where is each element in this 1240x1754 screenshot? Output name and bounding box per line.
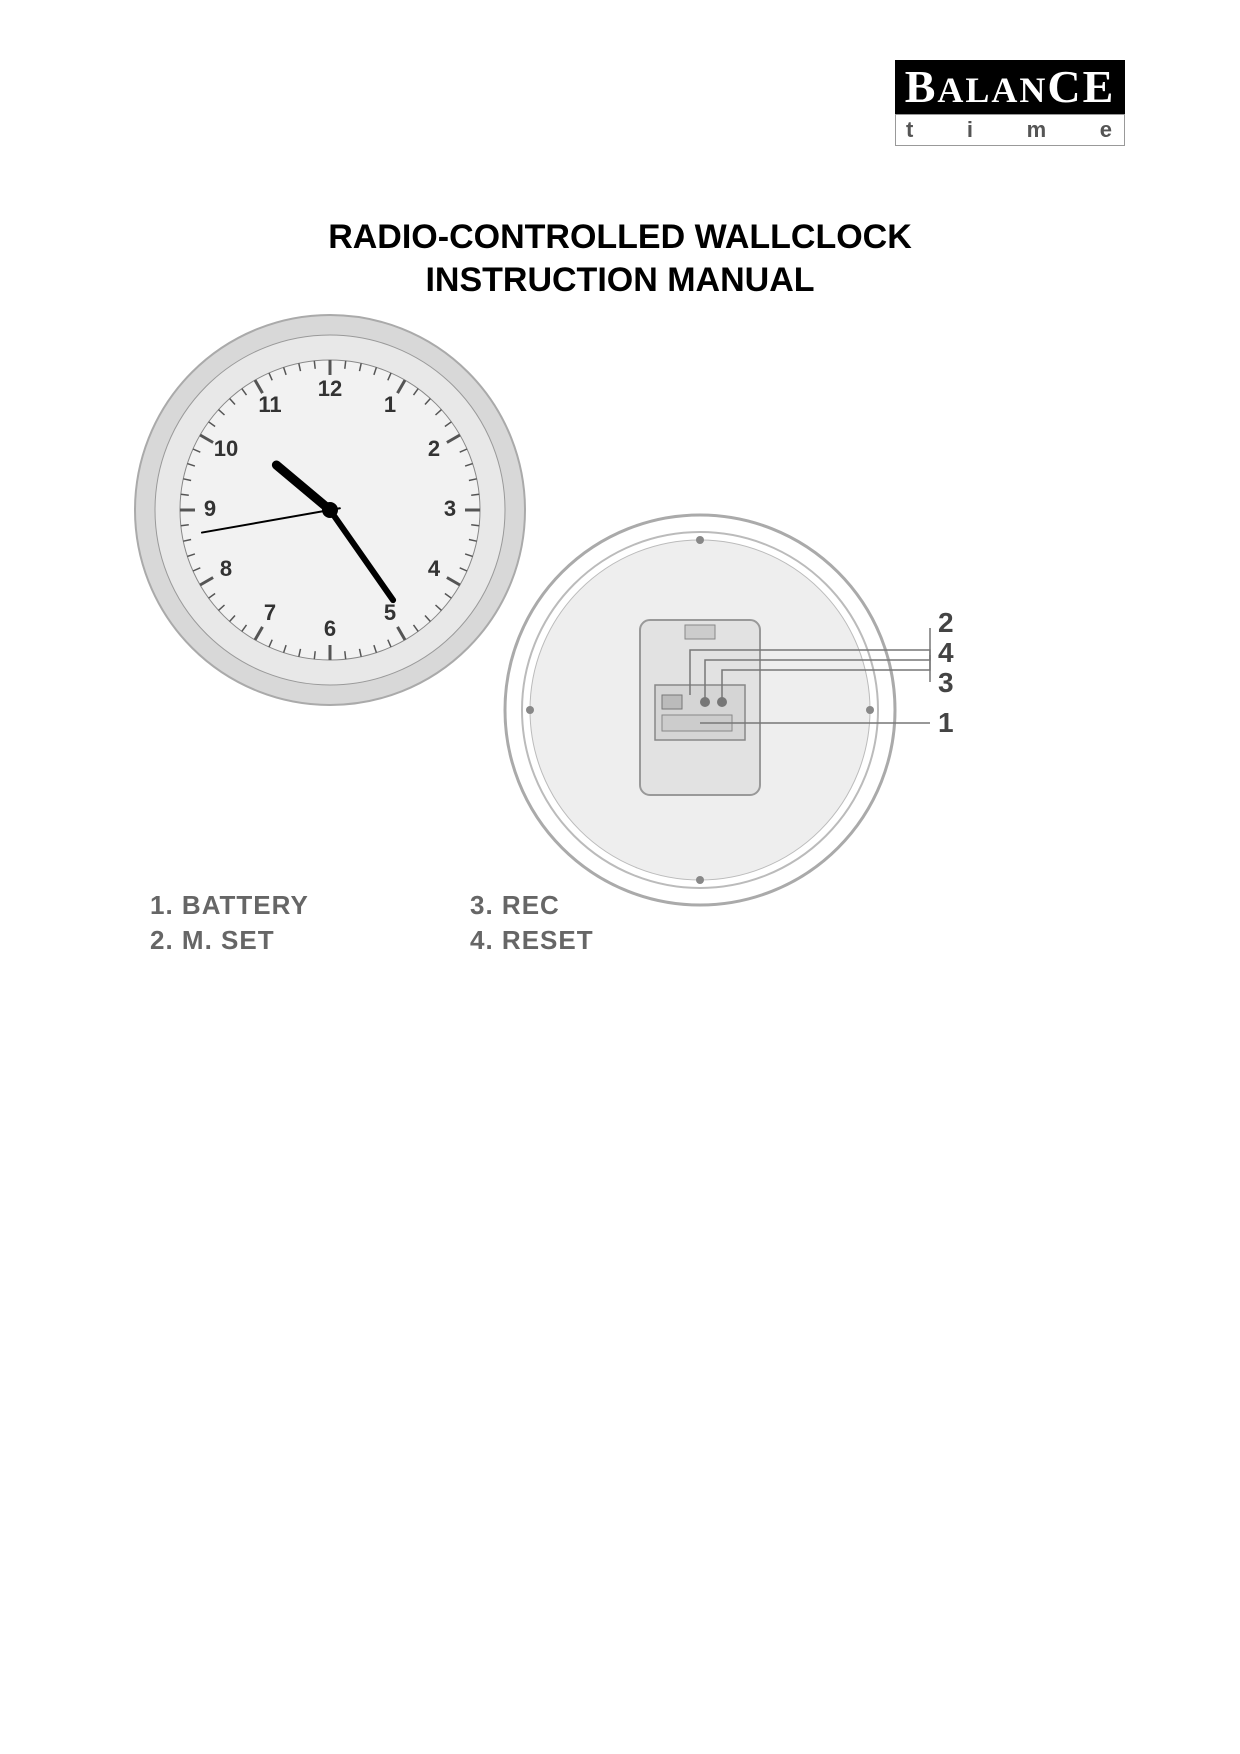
parts-legend: 1. BATTERY 3. REC 2. M. SET 4. RESET: [150, 890, 750, 956]
logo-subtext: t i m e: [895, 114, 1125, 146]
svg-text:1: 1: [384, 392, 396, 417]
svg-text:8: 8: [220, 556, 232, 581]
title-line-2: INSTRUCTION MANUAL: [0, 259, 1240, 302]
svg-text:2: 2: [428, 436, 440, 461]
title-line-1: RADIO-CONTROLLED WALLCLOCK: [0, 216, 1240, 259]
svg-text:6: 6: [324, 616, 336, 641]
svg-text:1: 1: [938, 707, 954, 738]
legend-item-4: 4. RESET: [470, 925, 750, 956]
svg-text:12: 12: [318, 376, 342, 401]
svg-text:11: 11: [258, 392, 281, 417]
brand-logo: BALANCE t i m e: [895, 60, 1125, 146]
svg-text:4: 4: [938, 637, 954, 668]
clock-back: 2 4 3 1: [505, 515, 954, 905]
logo-wordmark: BALANCE: [895, 60, 1125, 114]
svg-text:10: 10: [214, 436, 238, 461]
legend-item-1: 1. BATTERY: [150, 890, 430, 921]
svg-text:7: 7: [264, 600, 276, 625]
document-title: RADIO-CONTROLLED WALLCLOCK INSTRUCTION M…: [0, 216, 1240, 301]
svg-text:4: 4: [428, 556, 441, 581]
clock-diagram: 12 1 2 3 4 5 6 7 8 9 10 11: [100, 310, 1140, 930]
svg-text:5: 5: [384, 600, 396, 625]
svg-text:2: 2: [938, 607, 954, 638]
legend-item-3: 3. REC: [470, 890, 750, 921]
svg-text:3: 3: [938, 667, 954, 698]
clock-front: 12 1 2 3 4 5 6 7 8 9 10 11: [135, 315, 525, 705]
legend-item-2: 2. M. SET: [150, 925, 430, 956]
svg-text:9: 9: [204, 496, 216, 521]
svg-text:3: 3: [444, 496, 456, 521]
